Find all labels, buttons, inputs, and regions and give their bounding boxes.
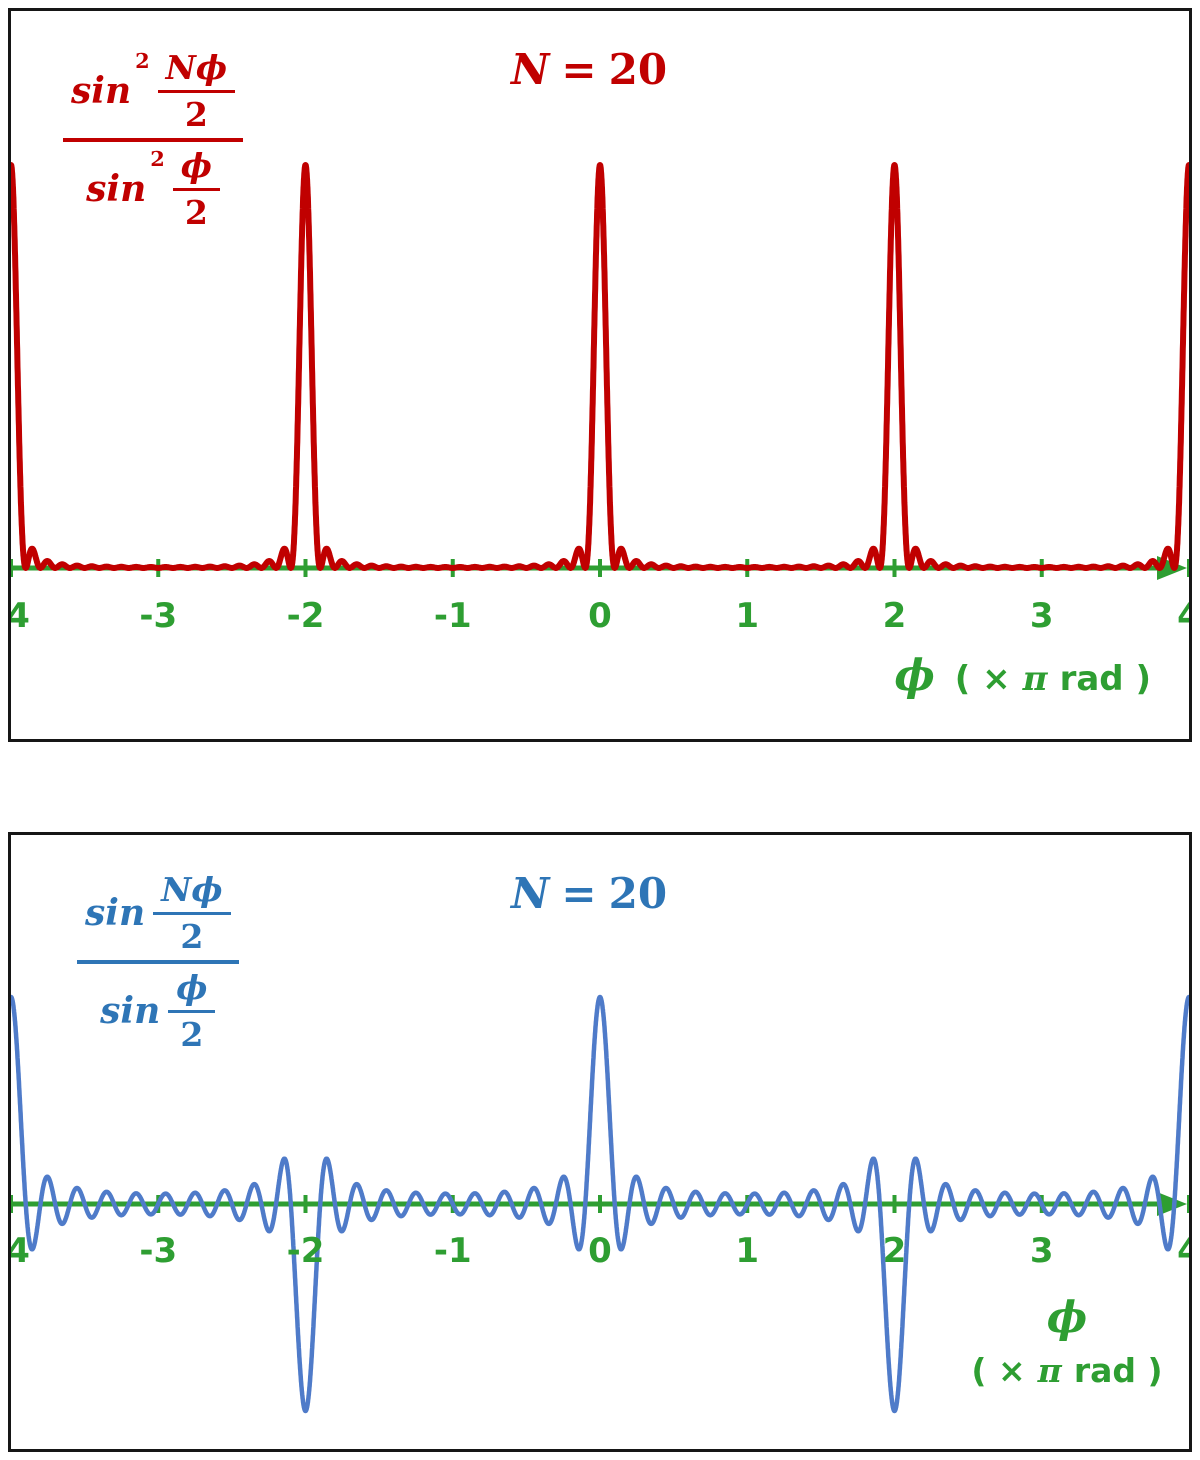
fraction-numerator: ϕ xyxy=(168,971,216,1014)
fraction-numerator: Nϕ xyxy=(153,873,231,916)
title-variable: N xyxy=(511,869,550,918)
inner-fraction: ϕ 2 xyxy=(172,149,220,233)
fraction-denominator: 2 xyxy=(184,193,208,233)
formula-numerator: sin Nϕ 2 xyxy=(77,873,239,953)
fraction-denominator: 2 xyxy=(180,917,204,957)
fraction-numerator: Nϕ xyxy=(157,51,236,94)
phi-symbol: ϕ xyxy=(1046,1293,1088,1343)
inner-fraction: Nϕ 2 xyxy=(153,873,231,957)
chart-title: N = 20 xyxy=(511,45,667,94)
fraction-numerator: ϕ xyxy=(172,149,220,192)
fraction-denominator: 2 xyxy=(184,95,208,135)
exponent: 2 xyxy=(150,146,165,172)
fraction-bar xyxy=(63,138,244,143)
title-variable: N xyxy=(511,45,550,94)
formula-denominator: sin ϕ 2 xyxy=(92,971,223,1051)
sin-function: sin xyxy=(71,70,132,113)
label-paren-times: ( × xyxy=(971,1351,1026,1390)
sin-function: sin xyxy=(85,892,146,935)
title-value: 20 xyxy=(608,45,668,94)
intensity-curve-chart xyxy=(11,162,1189,580)
amplitude-chart-panel: sin Nϕ 2 sin ϕ 2 N=20 -4 -3 -2 -1 0 1 2 … xyxy=(8,832,1192,1452)
inner-fraction: ϕ 2 xyxy=(168,971,216,1055)
sin-function: sin xyxy=(100,990,161,1033)
phi-symbol: ϕ xyxy=(894,651,935,701)
pi-symbol: π xyxy=(1022,659,1048,699)
exponent: 2 xyxy=(135,48,150,73)
label-rad-paren: rad ) xyxy=(1073,1351,1163,1390)
x-axis-label-symbol-line: ϕ xyxy=(955,1293,1179,1343)
label-rad-paren: rad ) xyxy=(1059,659,1151,699)
title-equals: = xyxy=(561,45,597,94)
x-axis-label: ϕ ( × π rad ) xyxy=(894,651,1151,701)
title-value: 20 xyxy=(608,869,668,918)
chart-title: N = 20 xyxy=(511,869,667,918)
intensity-formula: sin 2 Nϕ 2 sin 2 ϕ 2 xyxy=(63,48,244,233)
amplitude-formula: sin Nϕ 2 sin ϕ 2 xyxy=(77,873,239,1052)
inner-fraction: Nϕ 2 xyxy=(157,51,236,135)
fraction-bar xyxy=(77,960,239,965)
formula-numerator: sin 2 Nϕ 2 xyxy=(63,48,243,135)
title-equals: = xyxy=(561,869,597,918)
formula-denominator: sin 2 ϕ 2 xyxy=(78,146,228,233)
x-axis-label: ϕ ( × π rad ) xyxy=(955,1293,1179,1390)
label-paren-times: ( × xyxy=(954,659,1011,699)
amplitude-curve-chart xyxy=(11,994,1189,1414)
x-axis-label-unit-line: ( × π rad ) xyxy=(955,1351,1179,1390)
pi-symbol: π xyxy=(1037,1351,1062,1390)
sin-function: sin xyxy=(86,168,147,211)
fraction-denominator: 2 xyxy=(180,1015,204,1055)
